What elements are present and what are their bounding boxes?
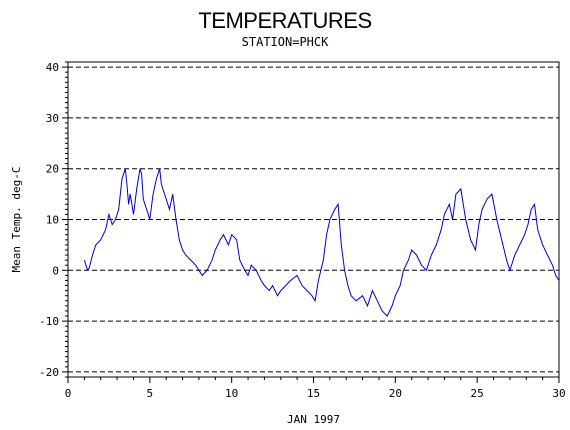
y-axis-label: Mean Temp. deg-C (10, 167, 23, 273)
x-tick-label: 25 (471, 387, 484, 400)
chart-subtitle: STATION=PHCK (242, 35, 329, 49)
x-axis-label: JAN 1997 (287, 413, 340, 426)
y-tick-label: 10 (46, 214, 59, 227)
x-tick-label: 10 (225, 387, 238, 400)
grid-lines (68, 66, 559, 373)
y-tick-label: 20 (46, 163, 59, 176)
y-tick-label: 30 (46, 112, 59, 125)
temperature-series-line (83, 168, 560, 317)
chart-title: TEMPERATURES (198, 8, 371, 33)
y-tick-label: -20 (39, 366, 59, 379)
x-tick-label: 0 (65, 387, 72, 400)
x-tick-label: 5 (147, 387, 154, 400)
y-tick-label: 0 (52, 264, 59, 277)
axis-ticks: -20 -10 0 10 20 30 40 0 5 10 15 20 25 30 (39, 61, 566, 400)
x-tick-label: 30 (552, 387, 565, 400)
x-tick-label: 15 (307, 387, 320, 400)
series-layer (83, 168, 560, 317)
x-tick-label: 20 (389, 387, 402, 400)
y-tick-label: 40 (46, 61, 59, 74)
y-tick-label: -10 (39, 315, 59, 328)
